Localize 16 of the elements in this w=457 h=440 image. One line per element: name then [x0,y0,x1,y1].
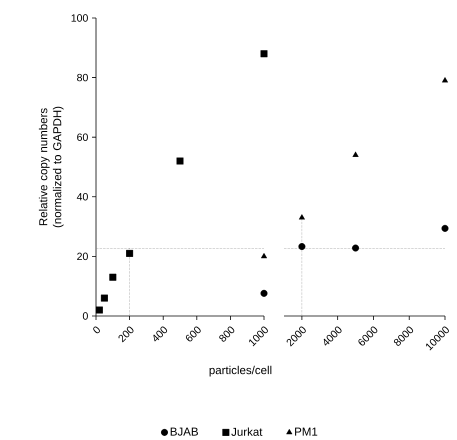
x-tick-label: 600 [186,326,201,342]
legend-label: BJAB [170,428,198,436]
x-tick-label: 400 [153,326,168,342]
x-tick-label: 800 [219,326,234,342]
y-axis-title: Relative copy numbers (normalized to GAPDH) [38,106,64,228]
y-tick-label: 60 [77,133,88,141]
y-tick-label: 100 [72,14,88,22]
legend-label: PM1 [295,428,318,436]
x-tick-label: 0 [93,326,100,334]
y-tick-label: 40 [76,193,88,201]
legend-label: Jurkat [231,427,262,436]
x-axis-title: particles/cell [210,366,272,376]
y-tick-label: 80 [77,74,88,82]
y-tick-label: 0 [82,312,88,320]
x-tick-label: 200 [118,326,134,342]
y-tick-label: 20 [77,252,88,260]
